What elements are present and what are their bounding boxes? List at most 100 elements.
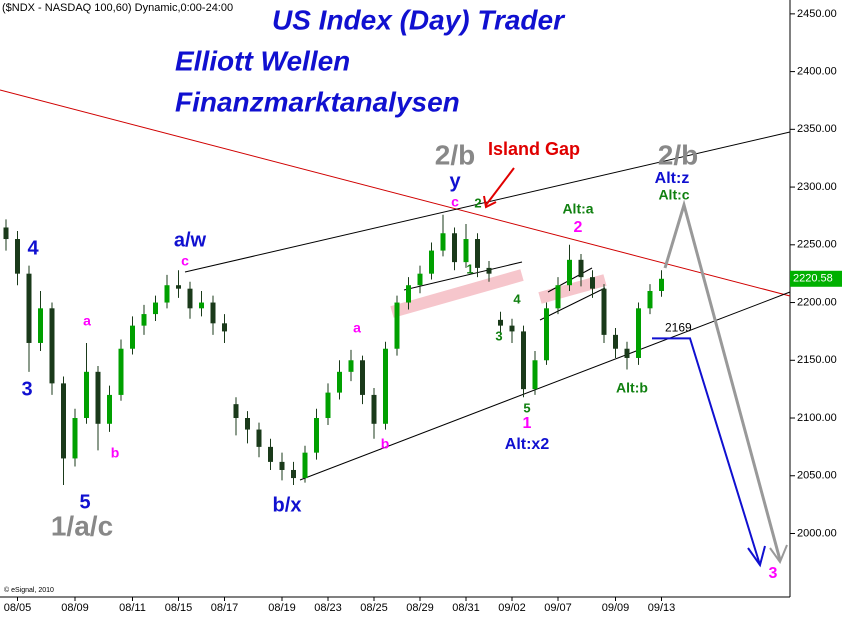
last-price-box: [790, 270, 842, 287]
wave-label: y: [449, 170, 461, 192]
wave-label: Alt:a: [562, 201, 593, 217]
wave-label: 2/b: [435, 139, 475, 170]
x-tick-label: 08/23: [314, 602, 342, 614]
x-tick-label: 08/25: [360, 602, 388, 614]
wave-label: b: [111, 445, 120, 461]
candle-body: [279, 461, 285, 470]
candle-body: [49, 308, 55, 384]
chart-subtitle: Finanzmarktanalysen: [175, 86, 460, 117]
candle-body: [567, 259, 572, 286]
x-tick-label: 08/15: [165, 602, 193, 614]
candle-body: [26, 273, 32, 343]
chart-subtitle: Elliott Wellen: [175, 45, 350, 76]
candle-body: [153, 302, 158, 315]
candle-body: [222, 323, 227, 332]
candle-body: [509, 325, 515, 332]
wave-label: b: [381, 436, 390, 452]
wave-label: Island Gap: [488, 139, 580, 159]
price-level-label: 2169: [665, 321, 692, 335]
y-tick-label: 2450.00: [797, 8, 837, 20]
candle-body: [187, 288, 193, 309]
candle-body: [141, 314, 147, 326]
wave-label: 5: [523, 400, 530, 415]
wave-label: Alt:z: [655, 170, 690, 187]
x-tick-label: 08/11: [119, 602, 146, 614]
wave-label: 1: [466, 261, 473, 276]
candle-body: [268, 446, 273, 462]
chart-title: US Index (Day) Trader: [272, 4, 566, 35]
candle-body: [486, 267, 492, 274]
wave-label: 4: [27, 237, 39, 259]
candle-body: [245, 418, 250, 430]
y-tick-label: 2100.00: [797, 412, 837, 424]
candle-body: [659, 278, 664, 291]
channel-line: [539, 287, 606, 321]
y-tick-label: 2150.00: [797, 354, 837, 366]
copyright: © eSignal, 2010: [4, 586, 54, 594]
candle-body: [38, 308, 43, 343]
candle-body: [84, 371, 89, 419]
wave-label: Alt:b: [616, 380, 648, 396]
candle-body: [130, 325, 135, 349]
wave-label: c: [181, 253, 189, 269]
candle-body: [647, 290, 653, 309]
wave-label: 5: [79, 491, 90, 513]
candle-body: [452, 233, 457, 263]
candle-body: [3, 227, 9, 240]
chart-header: ($NDX - NASDAQ 100,60) Dynamic,0:00-24:0…: [2, 2, 233, 14]
wave-label: c: [451, 194, 459, 210]
x-tick-label: 08/31: [452, 602, 480, 614]
y-tick-label: 2400.00: [797, 66, 837, 78]
candle-body: [164, 285, 170, 303]
wave-label: b/x: [273, 494, 302, 516]
candle-body: [360, 360, 365, 395]
x-tick-label: 08/09: [61, 602, 89, 614]
x-tick-label: 09/13: [648, 602, 676, 614]
candle-body: [429, 250, 434, 274]
candle-body: [498, 319, 503, 326]
wave-label: 3: [769, 565, 778, 582]
candle-body: [578, 259, 584, 278]
x-tick-label: 09/07: [544, 602, 572, 614]
candle-body: [302, 452, 308, 479]
wave-label: a: [83, 313, 91, 329]
candle-body: [325, 392, 331, 419]
candle-body: [337, 371, 342, 393]
candle-body: [590, 277, 595, 289]
wave-label: a/w: [174, 229, 207, 251]
y-tick-label: 2350.00: [797, 123, 837, 135]
candle-body: [118, 348, 124, 395]
x-tick-label: 09/09: [602, 602, 630, 614]
candle-body: [532, 360, 538, 390]
y-tick-label: 2000.00: [797, 527, 837, 539]
candle-body: [199, 302, 204, 309]
wave-label: 4: [513, 291, 521, 306]
forecast-arrow: [663, 199, 782, 561]
wave-label: Alt:x2: [505, 436, 550, 453]
candle-body: [61, 383, 66, 459]
candle-body: [440, 233, 446, 251]
candle-body: [406, 285, 411, 303]
wave-label: 2: [574, 219, 583, 236]
arrow-head: [769, 544, 788, 565]
candle-body: [544, 308, 549, 361]
channel-band: [390, 269, 524, 318]
x-tick-label: 08/17: [211, 602, 239, 614]
forecast-arrow: [652, 337, 761, 566]
wave-label: 3: [495, 328, 502, 343]
y-tick-label: 2300.00: [797, 181, 837, 193]
candle-body: [15, 239, 20, 274]
candle-body: [371, 394, 377, 424]
candle-body: [233, 404, 239, 419]
wave-label: Alt:c: [658, 187, 689, 203]
last-price-label: 2220.58: [793, 273, 833, 285]
candle-body: [210, 302, 216, 324]
wave-label: a: [353, 320, 361, 336]
candle-body: [107, 394, 112, 424]
candle-body: [475, 239, 480, 268]
wave-label: 1/a/c: [51, 510, 113, 541]
trend-line: [299, 291, 791, 481]
candle-body: [521, 331, 526, 390]
